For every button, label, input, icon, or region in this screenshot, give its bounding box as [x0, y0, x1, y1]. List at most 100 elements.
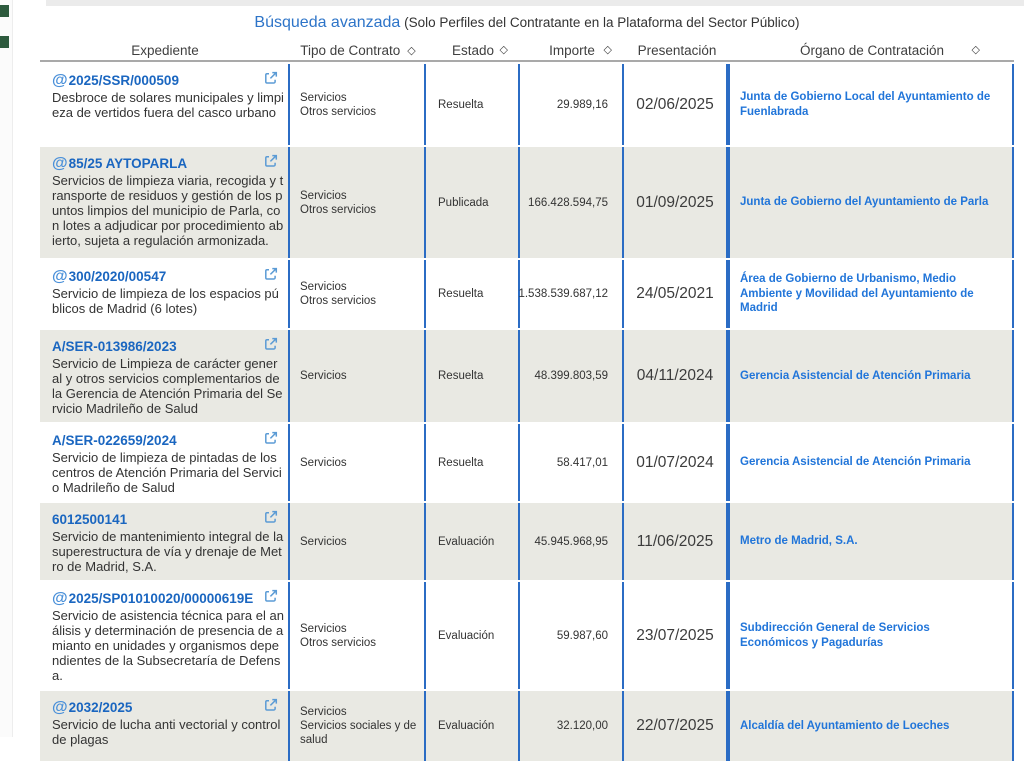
expediente-descripcion: Servicio de asistencia técnica para el a…	[52, 608, 284, 683]
external-link-icon[interactable]	[264, 698, 282, 715]
column-header-expediente: Expediente	[40, 40, 290, 60]
page-title: Búsqueda avanzada (Solo Perfiles del Con…	[40, 14, 1014, 32]
expediente-cell: 6012500141 Servicio de mantenimiento int…	[40, 503, 290, 580]
licitacion-at-icon: @	[52, 699, 68, 716]
organo-cell: Alcaldía del Ayuntamiento de Loeches	[730, 691, 1014, 761]
expediente-descripcion: Servicio de lucha anti vectorial y contr…	[52, 717, 281, 747]
column-header-label: Estado	[451, 42, 495, 58]
tipo-contrato-cell: Servicios	[290, 330, 426, 422]
page-title-suffix-text: (Solo Perfiles del Contratante en la Pla…	[404, 15, 800, 30]
organo-cell: Subdirección General de Servicios Económ…	[730, 582, 1014, 689]
estado-cell: Evaluación	[426, 582, 520, 689]
expediente-descripcion: Servicio de limpieza de pintadas de los …	[52, 450, 282, 495]
organo-cell: Metro de Madrid, S.A.	[730, 503, 1014, 580]
organo-contratacion-link[interactable]: Junta de Gobierno del Ayuntamiento de Pa…	[740, 196, 989, 209]
page-title-suffix: (Solo Perfiles del Contratante en la Pla…	[404, 15, 799, 30]
expediente-link[interactable]: 85/25 AYTOPARLA	[68, 156, 188, 171]
expediente-cell: @ 2025/SP01010020/00000619E Servicio de …	[40, 582, 290, 689]
estado-cell: Evaluación	[426, 691, 520, 761]
external-link-icon[interactable]	[264, 431, 282, 448]
table-body: @ 2025/SSR/000509 Desbroce de solares mu…	[40, 64, 1014, 761]
page-left-strip	[0, 0, 13, 737]
organo-cell: Junta de Gobierno Local del Ayuntamiento…	[730, 64, 1014, 145]
busqueda-avanzada-link[interactable]: Búsqueda avanzada	[254, 14, 401, 31]
presentacion-cell: 24/05/2021	[624, 260, 730, 328]
tipo-contrato-cell: Servicios Otros servicios	[290, 147, 426, 258]
table-row: @ 2025/SSR/000509 Desbroce de solares mu…	[40, 64, 1014, 145]
expediente-cell: @ 2032/2025 Servicio de lucha anti vecto…	[40, 691, 290, 761]
sort-diamond-icon[interactable]: ◇	[603, 44, 612, 56]
external-link-icon[interactable]	[264, 510, 282, 527]
column-header-tipo-de-contrato: Tipo de Contrato ◇	[290, 40, 426, 60]
external-link-icon[interactable]	[264, 589, 282, 606]
organo-contratacion-link[interactable]: Junta de Gobierno Local del Ayuntamiento…	[740, 91, 991, 118]
expediente-descripcion: Servicio de Limpieza de carácter general…	[52, 356, 283, 416]
column-header-label: Presentación	[637, 42, 717, 58]
estado-cell: Resuelta	[426, 64, 520, 145]
importe-cell: 48.399.803,59	[520, 330, 624, 422]
expediente-descripcion: Servicios de limpieza viaria, recogida y…	[52, 173, 284, 248]
expediente-cell: @ 2025/SSR/000509 Desbroce de solares mu…	[40, 64, 290, 145]
sort-diamond-icon[interactable]: ◇	[407, 44, 416, 57]
sort-diamond-icon[interactable]: ◇	[499, 44, 508, 56]
expediente-cell: @ 300/2020/00547 Servicio de limpieza de…	[40, 260, 290, 328]
expediente-link[interactable]: 2025/SSR/000509	[68, 73, 179, 88]
column-header-label: Expediente	[131, 42, 199, 58]
importe-cell: 59.987,60	[520, 582, 624, 689]
presentacion-cell: 23/07/2025	[624, 582, 730, 689]
table-header-row: Expediente Tipo de Contrato ◇ Estado ◇ I…	[40, 40, 1014, 62]
expediente-link[interactable]: A/SER-013986/2023	[52, 339, 177, 354]
importe-cell: 32.120,00	[520, 691, 624, 761]
estado-cell: Resuelta	[426, 424, 520, 501]
external-link-icon[interactable]	[264, 267, 282, 284]
sort-diamond-icon[interactable]: ◇	[971, 44, 980, 56]
expediente-cell: A/SER-022659/2024 Servicio de limpieza d…	[40, 424, 290, 501]
tipo-contrato-cell: Servicios	[290, 424, 426, 501]
presentacion-cell: 22/07/2025	[624, 691, 730, 761]
organo-contratacion-link[interactable]: Metro de Madrid, S.A.	[740, 535, 858, 548]
column-header-presentacion: Presentación	[624, 40, 730, 60]
presentacion-cell: 01/09/2025	[624, 147, 730, 258]
presentacion-cell: 02/06/2025	[624, 64, 730, 145]
importe-cell: 45.945.968,95	[520, 503, 624, 580]
presentacion-cell: 04/11/2024	[624, 330, 730, 422]
estado-cell: Resuelta	[426, 330, 520, 422]
expediente-link[interactable]: 6012500141	[52, 512, 128, 527]
expediente-link[interactable]: 300/2020/00547	[68, 269, 167, 284]
expediente-link[interactable]: 2025/SP01010020/00000619E	[68, 591, 254, 606]
left-edge-marker	[0, 36, 9, 48]
column-header-label: Tipo de Contrato	[300, 42, 401, 58]
importe-cell: 29.989,16	[520, 64, 624, 145]
table-row: @ 2025/SP01010020/00000619E Servicio de …	[40, 582, 1014, 689]
expediente-link[interactable]: 2032/2025	[68, 700, 133, 715]
organo-cell: Gerencia Asistencial de Atención Primari…	[730, 424, 1014, 501]
table-row: @ 2032/2025 Servicio de lucha anti vecto…	[40, 691, 1014, 761]
column-header-importe: Importe ◇	[520, 40, 624, 60]
licitacion-at-icon: @	[52, 268, 68, 285]
organo-cell: Área de Gobierno de Urbanismo, Medio Amb…	[730, 260, 1014, 328]
organo-cell: Junta de Gobierno del Ayuntamiento de Pa…	[730, 147, 1014, 258]
licitacion-at-icon: @	[52, 72, 68, 89]
page-top-bar	[46, 0, 1024, 6]
expediente-link[interactable]: A/SER-022659/2024	[52, 433, 177, 448]
estado-cell: Resuelta	[426, 260, 520, 328]
organo-contratacion-link[interactable]: Área de Gobierno de Urbanismo, Medio Amb…	[740, 273, 974, 315]
column-header-label: Órgano de Contratación	[799, 42, 945, 58]
external-link-icon[interactable]	[264, 71, 282, 88]
table-row: @ 300/2020/00547 Servicio de limpieza de…	[40, 260, 1014, 328]
organo-contratacion-link[interactable]: Alcaldía del Ayuntamiento de Loeches	[740, 719, 950, 732]
organo-contratacion-link[interactable]: Gerencia Asistencial de Atención Primari…	[740, 369, 971, 382]
organo-contratacion-link[interactable]: Gerencia Asistencial de Atención Primari…	[740, 456, 971, 469]
external-link-icon[interactable]	[264, 337, 282, 354]
organo-contratacion-link[interactable]: Subdirección General de Servicios Económ…	[740, 622, 930, 649]
tipo-contrato-cell: Servicios Otros servicios	[290, 260, 426, 328]
external-link-icon[interactable]	[264, 154, 282, 171]
expediente-cell: A/SER-013986/2023 Servicio de Limpieza d…	[40, 330, 290, 422]
tipo-contrato-cell: Servicios	[290, 503, 426, 580]
organo-cell: Gerencia Asistencial de Atención Primari…	[730, 330, 1014, 422]
expediente-descripcion: Desbroce de solares municipales y limpie…	[52, 90, 284, 120]
importe-cell: 58.417,01	[520, 424, 624, 501]
table-row: @ 85/25 AYTOPARLA Servicios de limpieza …	[40, 147, 1014, 258]
column-header-estado: Estado ◇	[426, 40, 520, 60]
licitacion-at-icon: @	[52, 590, 68, 607]
